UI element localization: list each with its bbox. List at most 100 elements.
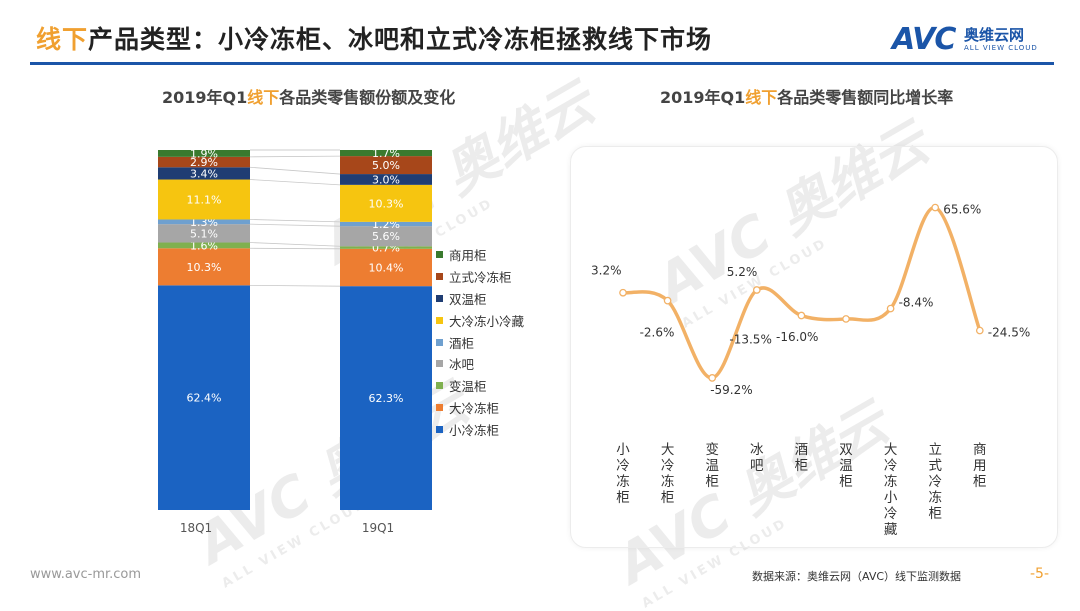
- bar-value-label: 3.4%: [190, 167, 218, 180]
- x-tick-label-char: 藏: [884, 522, 898, 538]
- data-label: -13.5%: [729, 333, 771, 347]
- connector-line: [249, 219, 341, 223]
- x-tick-label-char: 大: [661, 442, 675, 458]
- share-stacked-bar-chart: 62.4%10.3%1.6%5.1%1.3%11.1%3.4%2.9%1.9%1…: [158, 147, 432, 535]
- bar-segment: [340, 246, 432, 249]
- page-title-text: 产品类型：小冷冻柜、冰吧和立式冷冻柜拯救线下市场: [88, 25, 713, 54]
- x-tick-label-char: 冷: [884, 458, 898, 474]
- data-point: [931, 203, 940, 212]
- bar-segment: [340, 248, 432, 287]
- page-title-highlight: 线下: [36, 25, 89, 54]
- bar-segment: [158, 248, 250, 286]
- bar-value-label: 10.3%: [369, 197, 404, 210]
- bar-value-label: 1.9%: [190, 147, 218, 160]
- legend-swatch: [436, 425, 443, 433]
- connector-line: [249, 242, 341, 247]
- legend-item: 酒柜: [436, 331, 524, 353]
- connector-line: [249, 284, 341, 287]
- x-tick-label-char: 柜: [973, 474, 987, 490]
- legend-item: 冰吧: [436, 353, 524, 375]
- bar-segment: [158, 179, 250, 220]
- legend-swatch: [436, 294, 443, 302]
- x-tick-label-char: 双: [839, 442, 853, 458]
- bar-segment: [158, 150, 250, 157]
- x-tick-label-char: 冰: [750, 442, 764, 458]
- bar-value-label: 5.1%: [190, 227, 218, 240]
- legend-item: 双温柜: [436, 288, 524, 310]
- bar-value-label: 62.3%: [369, 392, 404, 405]
- legend-swatch: [436, 360, 443, 368]
- connector-line: [249, 155, 341, 158]
- bar-segment: [340, 221, 432, 227]
- x-tick-label-char: 小: [884, 490, 898, 506]
- data-label: 3.2%: [591, 264, 622, 278]
- data-point: [886, 304, 895, 313]
- legend-label: 变温柜: [449, 379, 487, 395]
- data-label: -16.0%: [776, 330, 818, 344]
- bar-value-label: 62.4%: [187, 392, 222, 405]
- legend-item: 变温柜: [436, 375, 524, 397]
- legend-label: 大冷冻柜: [449, 400, 500, 416]
- legend-swatch: [436, 338, 443, 346]
- legend-item: 小冷冻柜: [436, 418, 524, 440]
- logo-chinese-name: 奥维云网: [964, 26, 1025, 44]
- x-tick-label-char: 柜: [616, 490, 630, 506]
- connector-line: [249, 166, 341, 175]
- bar-segment: [340, 156, 432, 175]
- bar-segment: [158, 219, 250, 225]
- growth-chart-panel: 3.2% -2.6% -59.2% 5.2% -13.5% -16.0% -8.4% 65.6…: [570, 146, 1058, 548]
- x-tick-label-char: 酒: [795, 442, 809, 458]
- legend-swatch: [436, 403, 443, 411]
- bar-value-label: 10.3%: [187, 261, 222, 274]
- bar-segment: [340, 286, 432, 510]
- website-url: www.avc-mr.com: [30, 567, 142, 582]
- x-tick-label-char: 吧: [750, 458, 764, 474]
- bar-segment: [340, 226, 432, 247]
- x-tick-label-char: 温: [839, 458, 853, 474]
- connector-line: [249, 223, 341, 227]
- bar-value-label: 1.7%: [372, 147, 400, 160]
- data-point: [752, 286, 761, 294]
- x-tick-label-char: 大: [884, 442, 898, 458]
- data-point: [619, 288, 627, 297]
- legend-swatch: [436, 251, 443, 259]
- series-line: [622, 205, 982, 380]
- x-tick-label-char: 冷: [616, 458, 630, 474]
- legend-swatch: [436, 382, 443, 390]
- legend-item: 商用柜: [436, 244, 524, 266]
- growth-line-chart: 3.2% -2.6% -59.2% 5.2% -13.5% -16.0% -8.4% 65.6…: [591, 203, 1030, 538]
- x-tick-label: 19Q1: [362, 521, 394, 535]
- page-number: -5-: [1030, 566, 1050, 582]
- data-label: 65.6%: [943, 203, 981, 217]
- x-tick-label-char: 柜: [795, 458, 809, 474]
- x-tick-label-char: 温: [705, 458, 719, 474]
- avc-logo: AVC 奥维云网 ALL VIEW CLOUD: [892, 22, 1062, 58]
- data-point: [797, 311, 806, 320]
- connector-line: [249, 247, 341, 250]
- x-tick-label-char: 式: [928, 458, 942, 474]
- data-point: [708, 374, 717, 382]
- x-tick-label-char: 冻: [884, 474, 898, 490]
- legend-label: 双温柜: [449, 291, 487, 307]
- bar-segment: [340, 150, 432, 157]
- x-tick-label-char: 商: [973, 442, 987, 458]
- bar-value-label: 10.4%: [369, 261, 404, 274]
- legend-swatch: [436, 273, 443, 281]
- legend-label: 冰吧: [449, 357, 475, 373]
- x-tick-label-char: 冻: [616, 474, 630, 490]
- x-tick-label-char: 柜: [928, 506, 942, 522]
- bar-segment: [158, 167, 250, 180]
- x-tick-label-char: 冷: [884, 506, 898, 522]
- header-divider: [30, 62, 1054, 65]
- bar-value-label: 11.1%: [187, 194, 222, 207]
- legend-label: 酒柜: [449, 335, 475, 351]
- connector-line: [249, 179, 341, 186]
- legend-item: 大冷冻小冷藏: [436, 309, 524, 331]
- data-point: [975, 326, 984, 335]
- bar-value-label: 2.9%: [190, 156, 218, 169]
- legend-item: 立式冷冻柜: [436, 266, 524, 288]
- bar-value-label: 3.0%: [372, 173, 400, 186]
- x-tick-label-char: 冷: [928, 474, 942, 490]
- legend-swatch: [436, 316, 443, 324]
- bar-value-label: 5.0%: [372, 159, 400, 172]
